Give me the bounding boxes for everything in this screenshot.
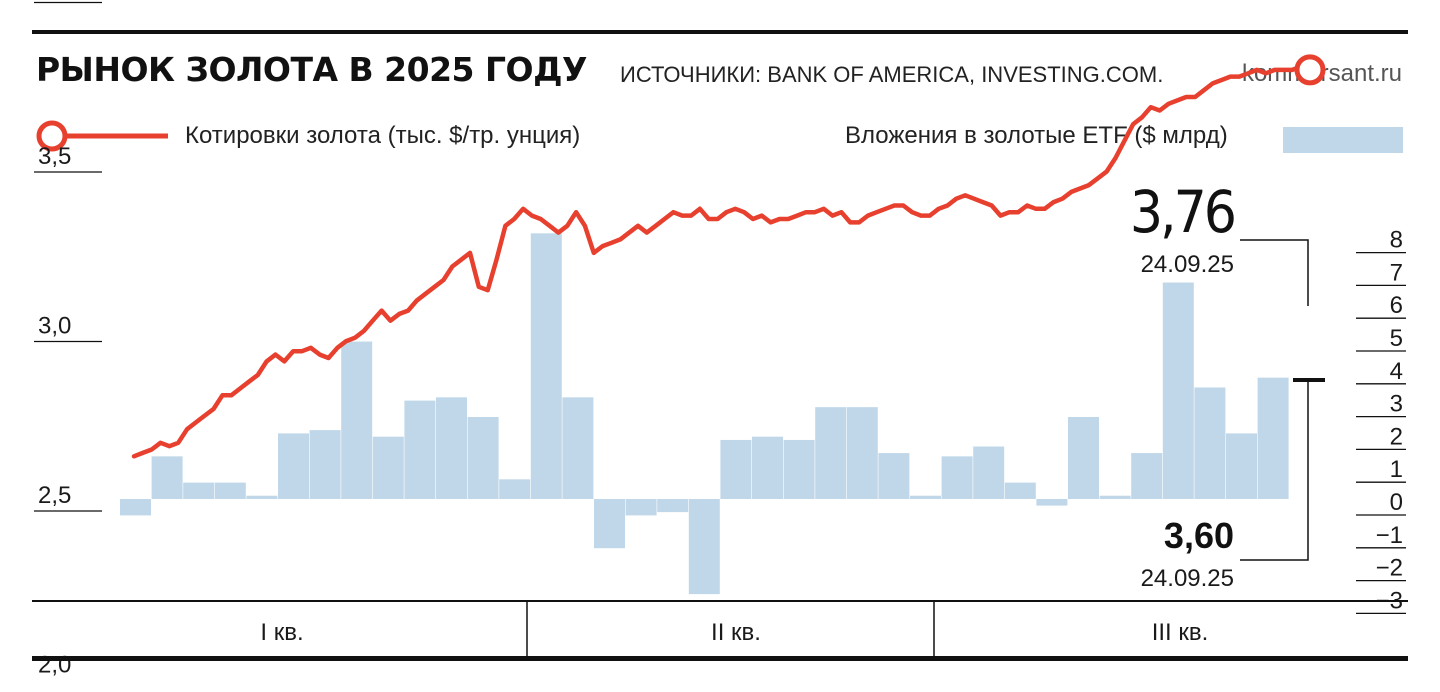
etf-bar xyxy=(278,433,309,499)
etf-bar xyxy=(783,439,815,499)
etf-bar xyxy=(214,482,246,499)
quarter-label: I кв. xyxy=(260,619,303,646)
right-tick-label: 7 xyxy=(1390,259,1403,286)
etf-bar xyxy=(530,233,562,499)
top-rule xyxy=(32,30,1408,34)
right-tick-label: 6 xyxy=(1390,292,1403,319)
left-tick-label: 3,0 xyxy=(38,313,71,340)
etf-bar xyxy=(151,456,183,499)
etf-bar xyxy=(404,400,436,499)
etf-bar xyxy=(309,430,341,499)
etf-bar xyxy=(910,495,941,499)
right-tick-label: 2 xyxy=(1390,423,1403,450)
annotations: 3,76 24.09.25 3,60 24.09.25 xyxy=(1130,178,1325,592)
line-legend-icon xyxy=(36,120,168,152)
etf-bar xyxy=(183,482,215,499)
etf-bar xyxy=(120,499,151,516)
quarter-label: III кв. xyxy=(1152,619,1209,646)
etf-bar xyxy=(436,397,467,499)
price-annotation-date: 24.09.25 xyxy=(1141,251,1234,278)
etf-bars xyxy=(120,233,1289,595)
etf-bar xyxy=(1162,282,1194,499)
etf-bar xyxy=(625,499,657,516)
etf-bar xyxy=(1226,433,1257,499)
etf-bar xyxy=(1131,453,1163,499)
price-annotation-value: 3,76 xyxy=(1130,178,1234,246)
etf-bar xyxy=(594,499,625,549)
etf-bar xyxy=(878,453,910,499)
right-tick-label: 8 xyxy=(1390,227,1403,254)
etf-bar xyxy=(1036,499,1068,506)
etf-bar xyxy=(1004,482,1036,499)
etf-leader-line xyxy=(1240,381,1309,561)
etf-annotation-date: 24.09.25 xyxy=(1141,565,1234,592)
left-axis: 4,03,53,02,52,0 xyxy=(34,0,102,679)
price-series-line xyxy=(131,64,1313,459)
etf-bar xyxy=(467,417,499,499)
etf-bar xyxy=(846,407,878,499)
etf-bar xyxy=(1257,377,1289,499)
left-tick-label: 2,5 xyxy=(38,482,71,509)
etf-bar xyxy=(341,341,373,499)
etf-bar xyxy=(720,439,752,499)
etf-bar xyxy=(752,436,783,499)
etf-annotation-value: 3,60 xyxy=(1164,515,1234,556)
etf-bar xyxy=(657,499,689,513)
price-line xyxy=(131,54,1326,459)
line-legend-label: Котировки золота (тыс. $/тр. унция) xyxy=(185,122,581,149)
etf-bar xyxy=(815,407,847,499)
bar-legend-label: Вложения в золотые ETF ($ млрд) xyxy=(845,122,1228,149)
etf-bar xyxy=(1099,495,1131,499)
bottom-rule xyxy=(32,656,1408,661)
right-tick-label: 5 xyxy=(1390,325,1403,352)
right-tick-label: 1 xyxy=(1390,456,1403,483)
right-tick-label: −1 xyxy=(1376,522,1403,549)
price-leader-line xyxy=(1240,239,1309,306)
chart-title: РЫНОК ЗОЛОТА В 2025 ГОДУ xyxy=(36,50,587,89)
etf-bar xyxy=(1068,417,1099,499)
right-tick-label: −2 xyxy=(1376,555,1403,582)
etf-bar xyxy=(973,446,1005,499)
etf-bar xyxy=(246,495,278,499)
source-note: ИСТОЧНИКИ: BANK OF AMERICA, INVESTING.CO… xyxy=(620,62,1164,87)
quarter-label: II кв. xyxy=(711,619,761,646)
bar-legend-swatch xyxy=(1283,127,1403,153)
etf-bar xyxy=(688,499,720,595)
etf-bar xyxy=(941,456,973,499)
quarter-axis: I кв. II кв. III кв. xyxy=(32,600,1408,658)
price-end-marker xyxy=(1294,54,1326,86)
etf-bar xyxy=(1194,387,1226,499)
right-tick-label: 4 xyxy=(1390,358,1403,385)
etf-bar xyxy=(372,436,404,499)
right-tick-label: 3 xyxy=(1390,391,1403,418)
etf-bar xyxy=(499,479,531,499)
left-tick-label: 4,0 xyxy=(38,0,71,1)
right-tick-label: 0 xyxy=(1390,489,1403,516)
left-tick-label: 3,5 xyxy=(38,143,71,170)
etf-bar xyxy=(562,397,594,499)
